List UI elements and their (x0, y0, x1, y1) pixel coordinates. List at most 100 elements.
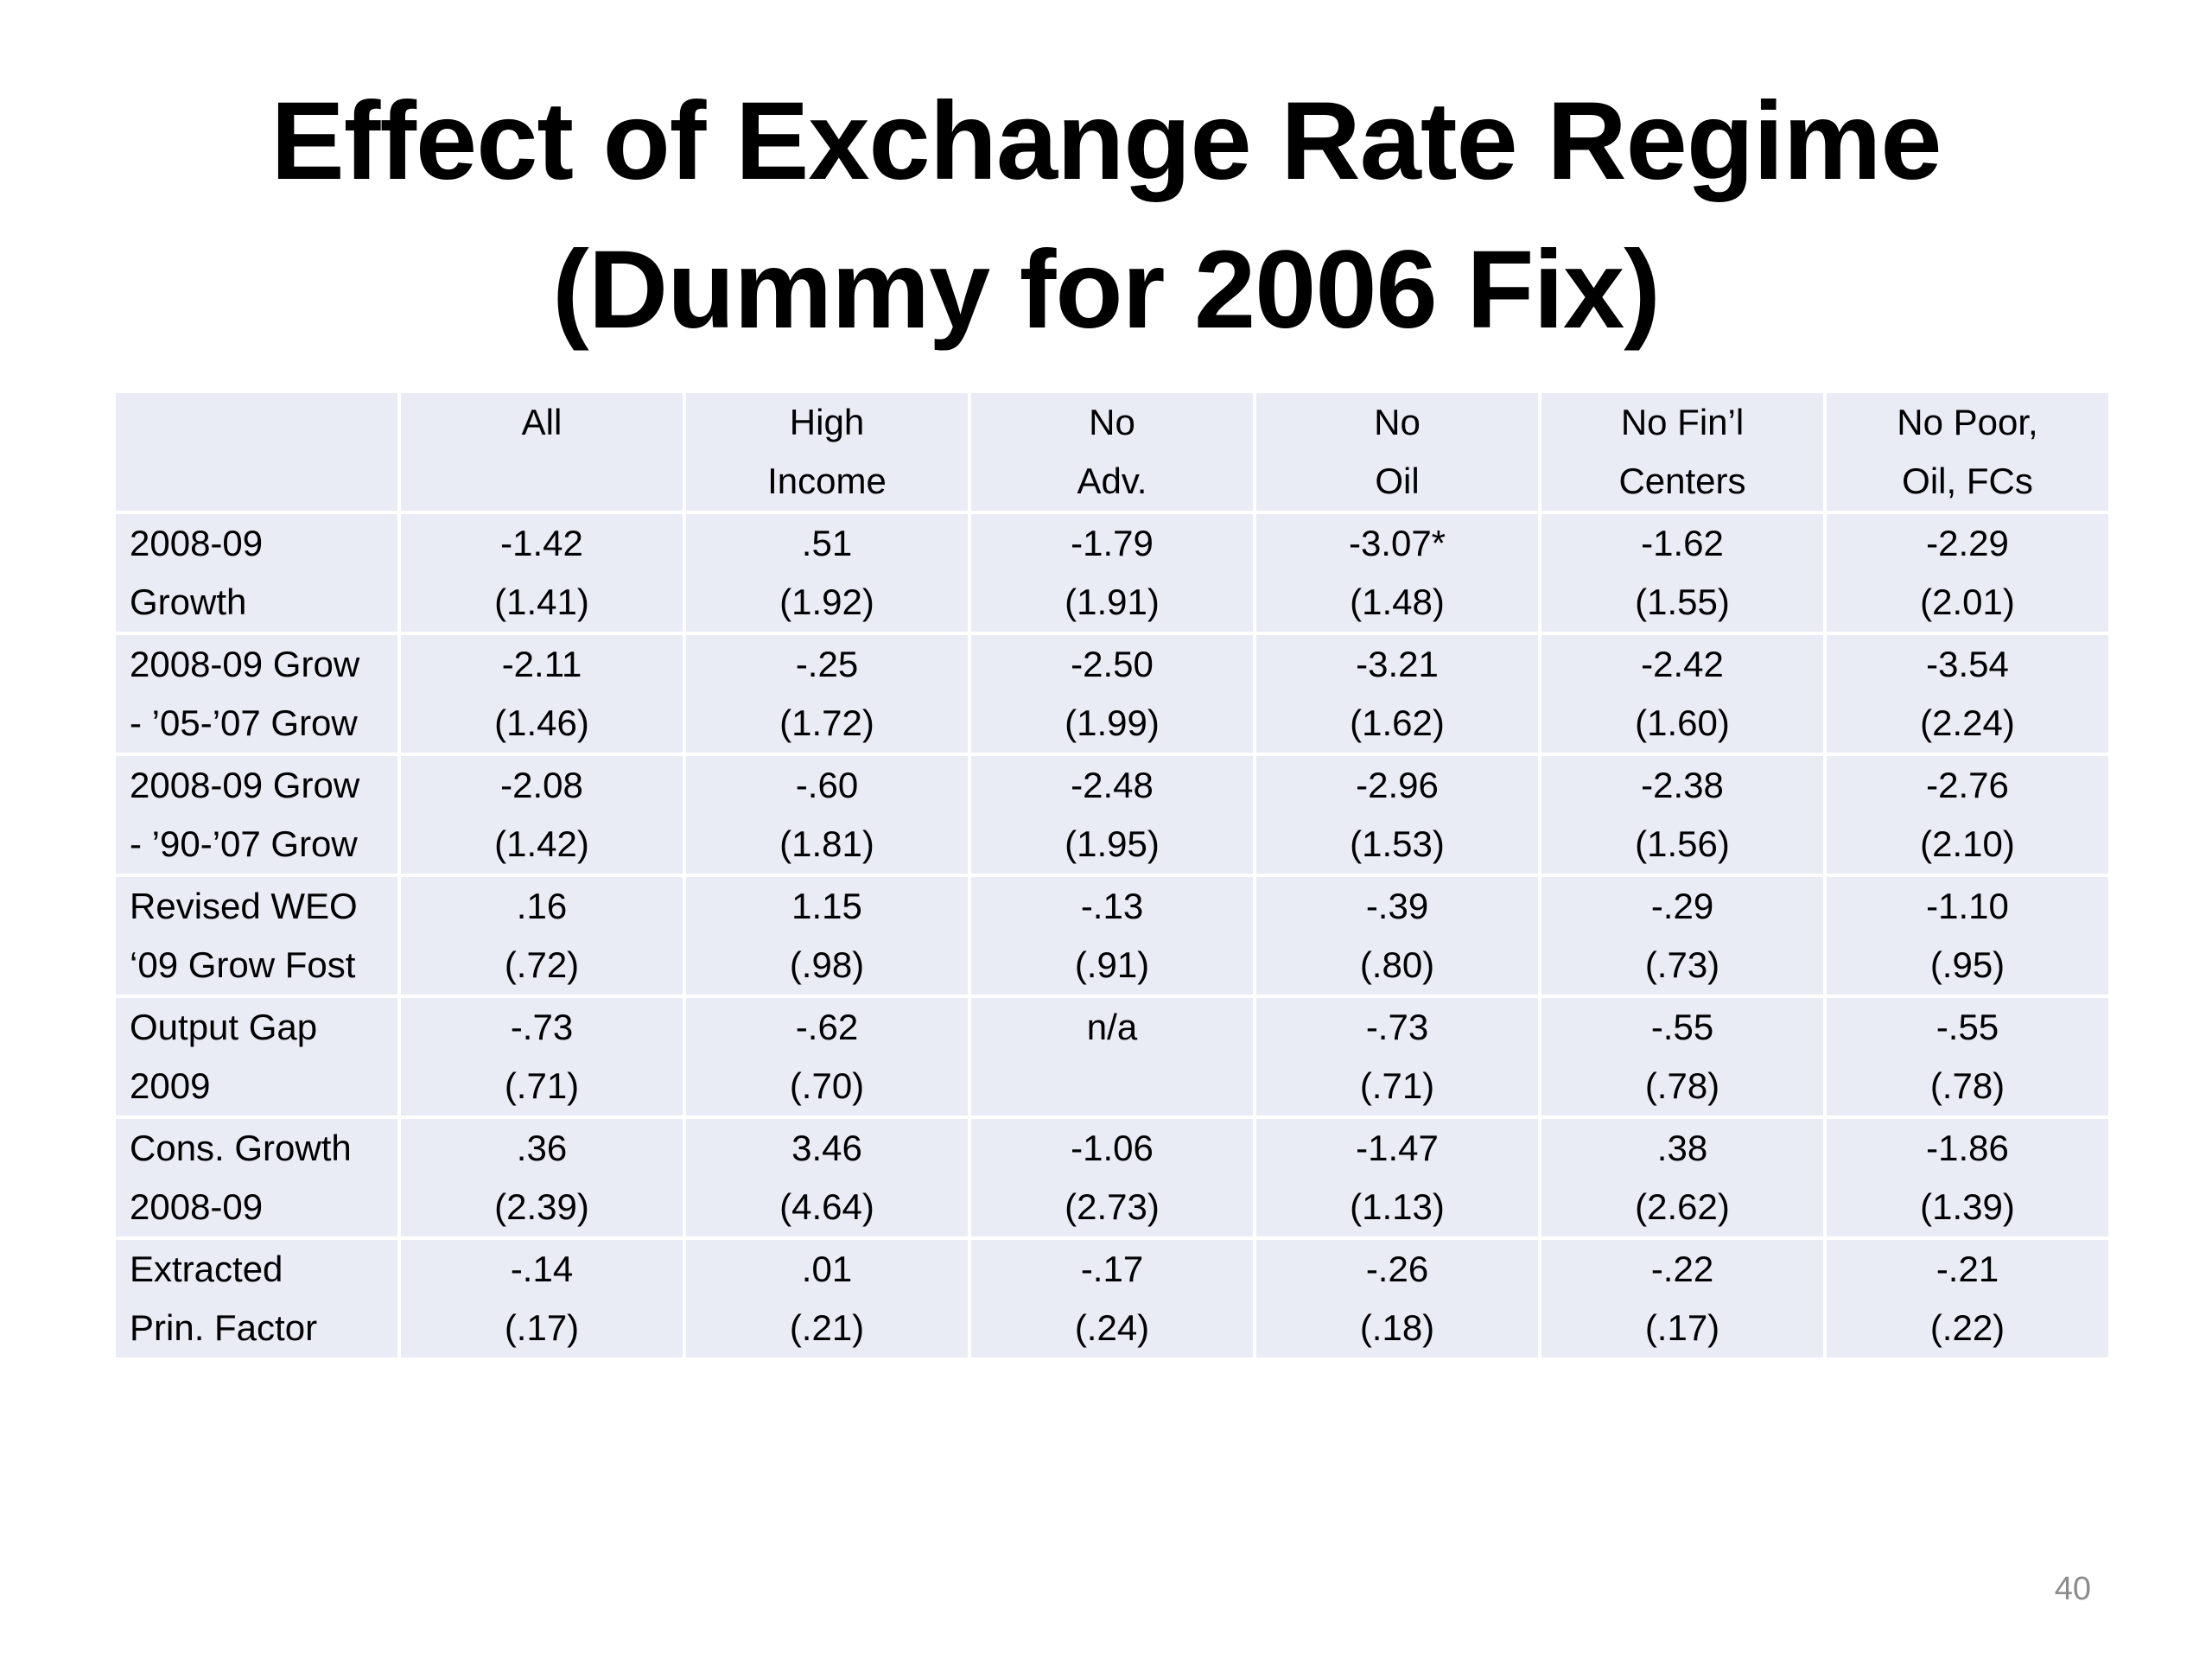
coefficient-value: -2.76 (1926, 765, 2009, 805)
coefficient-value: -.39 (1365, 886, 1429, 926)
coefficient-value: .36 (516, 1128, 568, 1168)
row-label: Extracted Prin. Factor (112, 1236, 401, 1361)
standard-error-value: (.80) (1359, 944, 1435, 985)
standard-error-value: (.78) (1644, 1065, 1720, 1106)
standard-error-value: (.24) (1074, 1307, 1150, 1348)
row-label: 2008-09 Grow - ’90-’07 Grow (112, 753, 401, 877)
standard-error-value: (1.72) (779, 702, 874, 743)
row-label: 2008-09 Grow - ’05-’07 Grow (112, 632, 401, 756)
table-cell: -2.38 (1.56) (1538, 753, 1827, 877)
table-cell: -.14 (.17) (397, 1236, 686, 1361)
coefficient-value: -1.62 (1641, 523, 1724, 563)
table-cell: -2.42 (1.60) (1538, 632, 1827, 756)
table-cell: -.26 (.18) (1253, 1236, 1541, 1361)
coefficient-value: n/a (1086, 1007, 1138, 1047)
column-header-no-fin-centers: No Fin’l Centers (1538, 390, 1827, 514)
row-label: Revised WEO ‘09 Grow Fost (112, 874, 401, 998)
coefficient-value: -2.96 (1356, 765, 1439, 805)
slide-title-line-1: Effect of Exchange Rate Regime (270, 79, 1942, 203)
coefficient-value: -2.29 (1926, 523, 2009, 563)
row-label: 2008-09 Growth (112, 511, 401, 635)
table-cell: -2.50 (1.99) (968, 632, 1256, 756)
coefficient-value: -.29 (1650, 886, 1714, 926)
table-body: 2008-09 Growth -1.42 (1.41) .51 (1.92) -1.79 (1… (112, 511, 2112, 1361)
coefficient-value: -.13 (1080, 886, 1144, 926)
table-cell: -3.21 (1.62) (1253, 632, 1541, 756)
coefficient-value: .38 (1656, 1128, 1708, 1168)
coefficient-value: -3.07* (1348, 523, 1446, 563)
coefficient-value: -.73 (1365, 1007, 1429, 1047)
standard-error-value (971, 1057, 1253, 1116)
standard-error-value: (.98) (789, 944, 865, 985)
corner-cell (112, 390, 401, 514)
table-cell: -.73 (.71) (1253, 995, 1541, 1119)
row-label-line: 2008-09 Grow (130, 765, 360, 805)
table-row: 2008-09 Grow - ’05-’07 Grow -2.11 (1.46) -.2… (112, 632, 2112, 756)
coefficient-value: -1.10 (1926, 886, 2009, 926)
standard-error-value: (.78) (1929, 1065, 2005, 1106)
table-row: Extracted Prin. Factor -.14 (.17) .01 (.21) -.… (112, 1236, 2112, 1361)
coefficient-value: -1.06 (1071, 1128, 1154, 1168)
standard-error-value: (1.56) (1635, 823, 1730, 864)
coefficient-value: -.21 (1936, 1249, 1999, 1289)
table-cell: -2.29 (2.01) (1823, 511, 2112, 635)
table-cell: -2.08 (1.42) (397, 753, 686, 877)
column-header-all: All (397, 390, 686, 514)
standard-error-value: (1.60) (1635, 702, 1730, 743)
column-header-high-income: High Income (683, 390, 971, 514)
table-cell: -.13 (.91) (968, 874, 1256, 998)
column-header-no-poor-oil-fcs: No Poor, Oil, FCs (1823, 390, 2112, 514)
standard-error-value: (1.95) (1065, 823, 1160, 864)
table-cell: -2.76 (2.10) (1823, 753, 2112, 877)
table-cell: -.55 (.78) (1823, 995, 2112, 1119)
standard-error-value: (1.42) (494, 823, 589, 864)
coefficient-value: -1.42 (500, 523, 583, 563)
table-cell: -2.96 (1.53) (1253, 753, 1541, 877)
table-cell: -1.47 (1.13) (1253, 1116, 1541, 1240)
standard-error-value: (.91) (1074, 944, 1150, 985)
row-label: Output Gap 2009 (112, 995, 401, 1119)
table-cell: -.29 (.73) (1538, 874, 1827, 998)
coefficient-value: -2.38 (1641, 765, 1724, 805)
table-cell: -3.07* (1.48) (1253, 511, 1541, 635)
standard-error-value: (.18) (1359, 1307, 1435, 1348)
standard-error-value: (1.48) (1350, 582, 1445, 622)
page-number: 40 (2054, 1571, 2091, 1607)
table-cell: .01 (.21) (683, 1236, 971, 1361)
standard-error-value: (1.55) (1635, 582, 1730, 622)
table-cell: -.17 (.24) (968, 1236, 1256, 1361)
row-label-line: 2008-09 Grow (130, 644, 360, 684)
standard-error-value: (1.53) (1350, 823, 1445, 864)
table-row: Output Gap 2009 -.73 (.71) -.62 (.70) n/a -.73 (… (112, 995, 2112, 1119)
standard-error-value: (.71) (504, 1065, 580, 1106)
table-row: 2008-09 Grow - ’90-’07 Grow -2.08 (1.42) -.6… (112, 753, 2112, 877)
coefficient-value: -1.79 (1071, 523, 1154, 563)
standard-error-value: (1.39) (1920, 1186, 2015, 1227)
row-label-line: 2009 (130, 1065, 211, 1106)
coefficient-value: -.55 (1650, 1007, 1714, 1047)
table-cell: -2.48 (1.95) (968, 753, 1256, 877)
coefficient-value: -.26 (1365, 1249, 1429, 1289)
table-row: Revised WEO ‘09 Grow Fost .16 (.72) 1.15 (.98… (112, 874, 2112, 998)
standard-error-value: (.95) (1929, 944, 2005, 985)
column-header-no-adv: No Adv. (968, 390, 1256, 514)
coefficient-value: -2.08 (500, 765, 583, 805)
standard-error-value: (.17) (504, 1307, 580, 1348)
slide-title-line-2: (Dummy for 2006 Fix) (552, 228, 1661, 352)
standard-error-value: (1.62) (1350, 702, 1445, 743)
row-label-line: Revised WEO (130, 886, 358, 926)
standard-error-value: (1.81) (779, 823, 874, 864)
coefficient-value: .01 (801, 1249, 853, 1289)
coefficient-value: -1.86 (1926, 1128, 2009, 1168)
standard-error-value: (1.91) (1065, 582, 1160, 622)
table-cell: .38 (2.62) (1538, 1116, 1827, 1240)
standard-error-value: (.73) (1644, 944, 1720, 985)
table-cell: n/a (968, 995, 1256, 1119)
table-cell: -1.62 (1.55) (1538, 511, 1827, 635)
standard-error-value: (2.39) (494, 1186, 589, 1227)
coefficient-value: -.55 (1936, 1007, 1999, 1047)
standard-error-value: (2.10) (1920, 823, 2015, 864)
table-cell: -.73 (.71) (397, 995, 686, 1119)
row-label-line: - ’05-’07 Grow (130, 702, 358, 743)
standard-error-value: (1.92) (779, 582, 874, 622)
